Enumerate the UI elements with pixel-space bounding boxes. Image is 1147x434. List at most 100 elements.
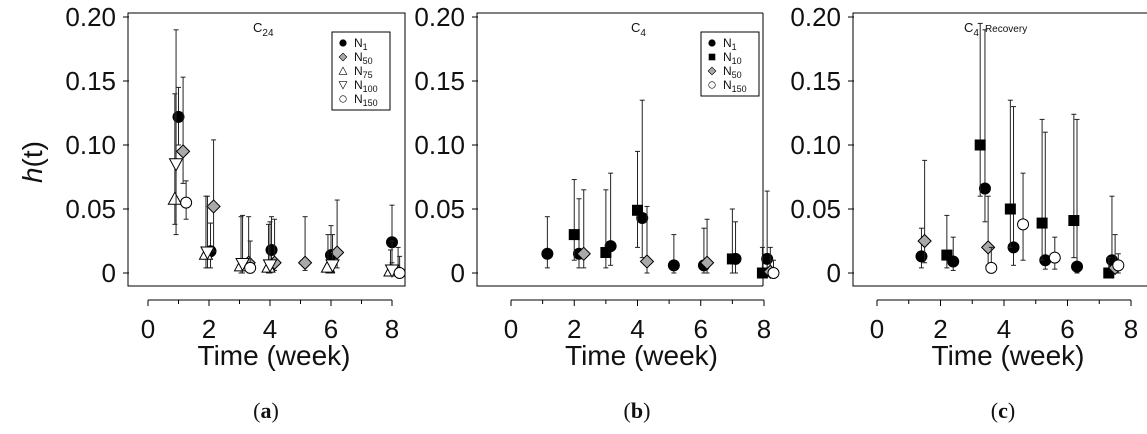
x-tick-label: 2 [933, 314, 947, 344]
caption-open: ( [991, 398, 998, 423]
data-point [175, 144, 191, 159]
legend-label-sub: 1 [363, 42, 368, 52]
caption-close: ) [1008, 398, 1015, 423]
data-point [600, 247, 612, 259]
x-axis-label: Time (week) [565, 340, 718, 371]
x-tick-label: 8 [757, 314, 771, 344]
legend-marker [708, 81, 716, 89]
data-point [639, 254, 655, 269]
legend-marker [707, 66, 717, 76]
plot-frame [127, 12, 406, 287]
panel-title-main: C [253, 20, 262, 35]
legend-label-sub: 50 [732, 70, 742, 80]
panel-title-sub: 24 [262, 28, 274, 39]
legend-label-sub: 50 [363, 56, 373, 66]
series-N10 [568, 150, 768, 279]
legend-marker [339, 39, 347, 47]
plot-frame [476, 12, 763, 287]
data-point [699, 255, 715, 270]
data-point [568, 229, 580, 241]
caption-open: ( [253, 398, 260, 423]
y-tick-label: 0.20 [790, 2, 841, 32]
y-tick-label: 0.05 [65, 194, 116, 224]
legend-marker [708, 53, 716, 61]
legend-label-sub: 150 [363, 98, 378, 108]
series-N150 [767, 259, 780, 279]
data-point [632, 204, 643, 216]
caption-open: ( [624, 398, 631, 423]
data-point [917, 233, 932, 249]
data-point [393, 267, 406, 279]
data-point [1071, 260, 1084, 273]
series-N1 [541, 99, 774, 274]
data-point [168, 158, 184, 172]
x-tick-label: 0 [870, 314, 884, 344]
data-point [941, 249, 953, 261]
x-tick-label: 6 [1060, 314, 1074, 344]
panel-caption: (c) [991, 398, 1015, 423]
x-axis-label: Time (week) [932, 340, 1085, 371]
legend-label-main: N [354, 50, 363, 64]
y-tick-label: 0.10 [414, 130, 465, 160]
y-tick-label: 0 [827, 258, 841, 288]
legend-label-sub: 75 [363, 70, 373, 80]
y-tick-label: 0 [102, 258, 116, 288]
legend-label-sub: 150 [732, 84, 747, 94]
legend-label: N50 [354, 50, 373, 66]
data-point [1112, 259, 1125, 272]
y-tick-label: 0.20 [65, 2, 116, 32]
series-N100 [168, 29, 400, 278]
x-tick-label: 6 [694, 314, 708, 344]
data-point [1036, 217, 1048, 229]
legend-label: N1 [354, 36, 368, 52]
y-axis-title-rest: (t) [17, 141, 48, 167]
data-point [974, 139, 986, 151]
x-tick-label: 2 [567, 314, 581, 344]
legend-marker [338, 52, 348, 62]
y-tick-label: 0 [451, 258, 465, 288]
legend-marker [338, 66, 348, 75]
y-axis-title-h: h [17, 167, 48, 183]
legend-label: N150 [354, 92, 378, 108]
x-tick-label: 0 [504, 314, 518, 344]
panel-caption: (b) [624, 398, 651, 423]
series-N150 [985, 172, 1125, 274]
data-point [325, 259, 340, 273]
x-axis-label: Time (week) [198, 340, 351, 371]
x-tick-label: 4 [630, 314, 644, 344]
legend-marker [339, 95, 347, 103]
data-point [915, 250, 928, 263]
data-point [1068, 215, 1080, 227]
series-N10 [941, 22, 1115, 279]
y-tick-label: 0.10 [790, 130, 841, 160]
panel-title: C24 [253, 20, 274, 39]
data-point [1048, 251, 1061, 264]
legend-label: N75 [354, 64, 373, 80]
y-tick-label: 0.20 [414, 2, 465, 32]
y-tick-label: 0.15 [65, 66, 116, 96]
y-tick-label: 0.05 [414, 194, 465, 224]
caption-close: ) [272, 398, 279, 423]
legend-label-main: N [354, 64, 363, 78]
data-point [985, 261, 998, 274]
data-point [667, 259, 680, 272]
panel-title-main: C [631, 20, 640, 35]
panel-title-suffix: Recovery [985, 24, 1027, 35]
x-tick-label: 2 [202, 314, 216, 344]
series-N1 [915, 29, 1118, 274]
caption-letter: b [631, 398, 643, 423]
legend-label: N100 [354, 78, 378, 94]
y-tick-label: 0.15 [790, 66, 841, 96]
legend-label-main: N [723, 64, 732, 78]
legend-label: N10 [723, 50, 742, 66]
x-tick-label: 0 [141, 314, 155, 344]
legend-label-sub: 10 [732, 56, 742, 66]
y-tick-label: 0.05 [790, 194, 841, 224]
legend-label-main: N [723, 36, 732, 50]
legend-label-main: N [354, 36, 363, 50]
data-point [262, 259, 278, 273]
